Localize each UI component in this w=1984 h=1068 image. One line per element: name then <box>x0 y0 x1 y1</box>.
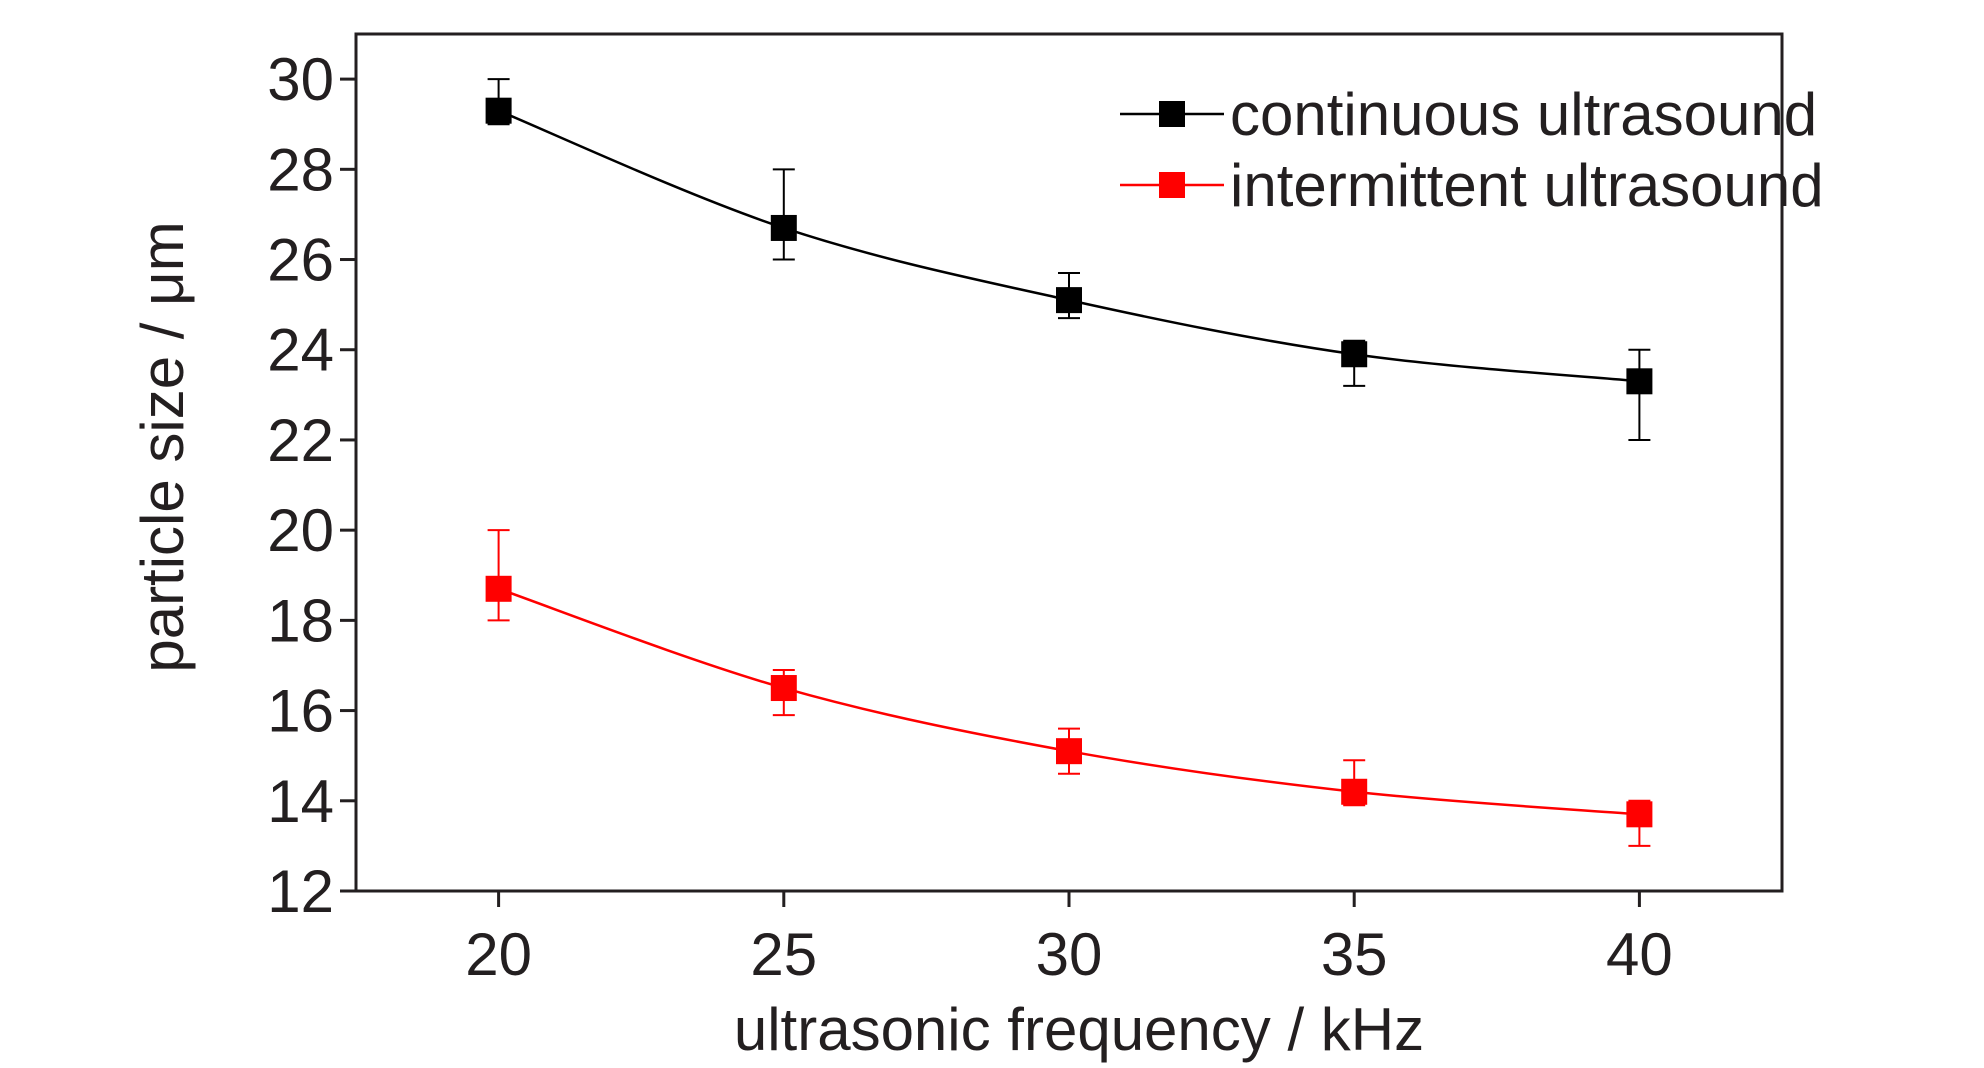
legend-marker <box>1159 101 1185 127</box>
y-tick-label: 26 <box>267 227 334 294</box>
axis-ticks-layer: 12 14 16 18 20 22 24 26 28 30 20 25 30 35 40 <box>267 46 1673 988</box>
data-point-marker <box>1341 778 1368 805</box>
series-2 <box>485 529 1653 847</box>
y-tick-label: 20 <box>267 497 334 564</box>
legend-label: continuous ultrasound <box>1230 81 1817 148</box>
data-point-marker <box>1056 738 1082 765</box>
data-point-marker <box>770 675 797 702</box>
x-tick-label: 35 <box>1321 921 1388 988</box>
legend-label: intermittent ultrasound <box>1230 152 1824 219</box>
y-tick-label: 28 <box>267 136 334 203</box>
data-point-marker <box>1341 341 1368 368</box>
x-tick-label: 25 <box>750 921 817 988</box>
series-1 <box>485 78 1653 441</box>
x-tick-label: 30 <box>1036 921 1103 988</box>
legend-item-2: intermittent ultrasound <box>1120 152 1824 219</box>
data-point-marker <box>485 575 512 602</box>
series-layer <box>485 78 1653 847</box>
y-tick-label: 22 <box>267 407 334 474</box>
y-tick-label: 12 <box>267 858 334 925</box>
x-tick-label: 40 <box>1606 921 1673 988</box>
y-tick-label: 18 <box>267 587 334 654</box>
x-axis-title: ultrasonic frequency / kHz <box>734 996 1424 1063</box>
y-axis-title: particle size / μm <box>129 221 196 672</box>
data-point-marker <box>1626 368 1653 395</box>
data-point-marker <box>485 97 512 124</box>
data-point-marker <box>1056 287 1082 314</box>
y-tick-label: 16 <box>267 678 334 745</box>
x-tick-label: 20 <box>465 921 532 988</box>
series-line <box>498 587 1640 816</box>
legend-marker <box>1159 172 1185 198</box>
y-tick-label: 24 <box>267 317 334 384</box>
legend-item-1: continuous ultrasound <box>1120 81 1817 148</box>
y-tick-label: 14 <box>267 768 334 835</box>
data-point-marker <box>770 214 797 241</box>
y-tick-label: 30 <box>267 46 334 113</box>
data-point-marker <box>1626 801 1653 828</box>
